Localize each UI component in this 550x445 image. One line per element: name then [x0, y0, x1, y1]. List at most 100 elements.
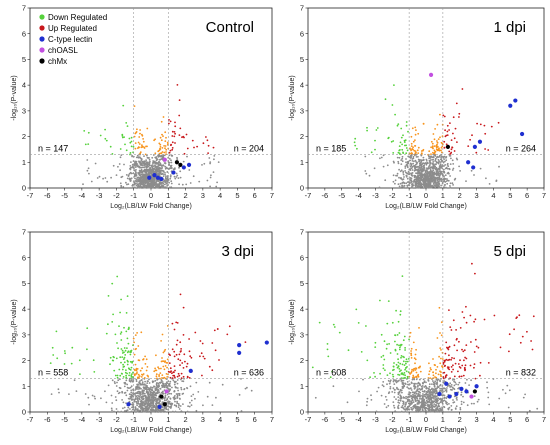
gene-point — [150, 376, 153, 379]
gene-point — [475, 151, 478, 154]
gene-point — [364, 170, 367, 172]
gene-point — [410, 389, 413, 391]
gene-point — [91, 394, 94, 397]
gene-point — [178, 392, 181, 395]
gene-point — [174, 121, 176, 124]
gene-point — [414, 133, 417, 136]
gene-point — [380, 356, 383, 358]
gene-point — [443, 168, 445, 171]
gene-point — [143, 387, 146, 390]
gene-point — [177, 358, 180, 361]
gene-point — [419, 164, 421, 167]
mx-point — [162, 402, 167, 407]
gene-point — [438, 169, 441, 171]
gene-point — [449, 175, 451, 177]
gene-point — [136, 332, 139, 334]
gene-point — [413, 178, 416, 181]
x-tick-label: -7 — [27, 191, 34, 200]
gene-point — [150, 386, 152, 389]
gene-point — [417, 146, 420, 149]
gene-point — [125, 174, 128, 176]
gene-point — [414, 184, 416, 187]
gene-point — [195, 381, 198, 384]
gene-point — [134, 186, 136, 189]
gene-point — [163, 397, 166, 399]
gene-point — [178, 353, 181, 356]
gene-point — [121, 175, 124, 178]
gene-point — [433, 409, 436, 412]
gene-point — [123, 410, 126, 412]
gene-point — [92, 359, 95, 362]
gene-point — [160, 164, 163, 167]
gene-point — [405, 144, 407, 147]
gene-point — [158, 167, 160, 170]
gene-point — [86, 169, 89, 172]
gene-point — [439, 154, 441, 157]
gene-point — [396, 386, 398, 389]
gene-point — [121, 368, 124, 371]
gene-point — [435, 368, 437, 371]
gene-point — [490, 125, 493, 128]
gene-point — [56, 357, 59, 360]
gene-point — [398, 390, 401, 393]
gene-point — [442, 410, 444, 413]
gene-point — [201, 374, 203, 377]
gene-point — [135, 396, 137, 398]
gene-point — [153, 391, 156, 394]
gene-point — [171, 377, 174, 379]
gene-point — [446, 134, 449, 137]
gene-point — [404, 383, 407, 385]
gene-point — [439, 387, 441, 390]
gene-point — [462, 350, 465, 353]
x-tick-label: -1 — [406, 191, 413, 200]
gene-point — [122, 186, 125, 188]
gene-point — [443, 140, 446, 143]
gene-point — [106, 180, 109, 183]
gene-point — [153, 180, 155, 183]
gene-point — [487, 149, 490, 151]
gene-point — [444, 135, 447, 138]
gene-point — [71, 346, 74, 349]
x-tick-label: -2 — [389, 415, 396, 424]
gene-point — [138, 178, 141, 181]
gene-point — [170, 182, 173, 185]
gene-point — [433, 391, 435, 393]
gene-point — [417, 169, 420, 172]
legend-label: chMx — [48, 57, 67, 66]
gene-point — [155, 354, 157, 357]
gene-point — [438, 355, 440, 358]
gene-point — [169, 175, 172, 178]
gene-point — [399, 182, 402, 185]
gene-point — [165, 361, 168, 364]
x-tick-labels: -7 -6 -5 -4 -3 -2 -1 0 1 2 3 4 5 6 7 — [27, 412, 274, 424]
gene-point — [179, 364, 181, 366]
gene-point — [432, 388, 435, 391]
count-up-label: n = 204 — [234, 144, 264, 154]
gene-point — [426, 152, 429, 155]
gene-point — [413, 392, 416, 395]
gene-point — [530, 340, 532, 342]
gene-point — [158, 374, 161, 376]
gene-point — [173, 383, 176, 386]
gene-point — [397, 361, 400, 364]
gene-point — [447, 359, 449, 362]
gene-point — [211, 342, 214, 344]
gene-point — [115, 385, 118, 387]
gene-point — [88, 172, 90, 175]
gene-point — [186, 387, 188, 389]
gene-point — [424, 367, 426, 370]
gene-point — [438, 149, 441, 152]
gene-point — [365, 404, 368, 407]
gene-point — [411, 183, 414, 186]
gene-point — [411, 160, 414, 162]
gene-point — [479, 361, 482, 364]
gene-point — [172, 379, 175, 382]
oasl-point — [469, 394, 474, 399]
gene-point — [130, 161, 132, 164]
gene-point — [395, 363, 398, 366]
gene-point — [173, 355, 176, 358]
gene-point — [439, 161, 442, 164]
gene-point — [123, 326, 125, 329]
gene-point — [160, 340, 163, 342]
gene-point — [380, 333, 383, 336]
